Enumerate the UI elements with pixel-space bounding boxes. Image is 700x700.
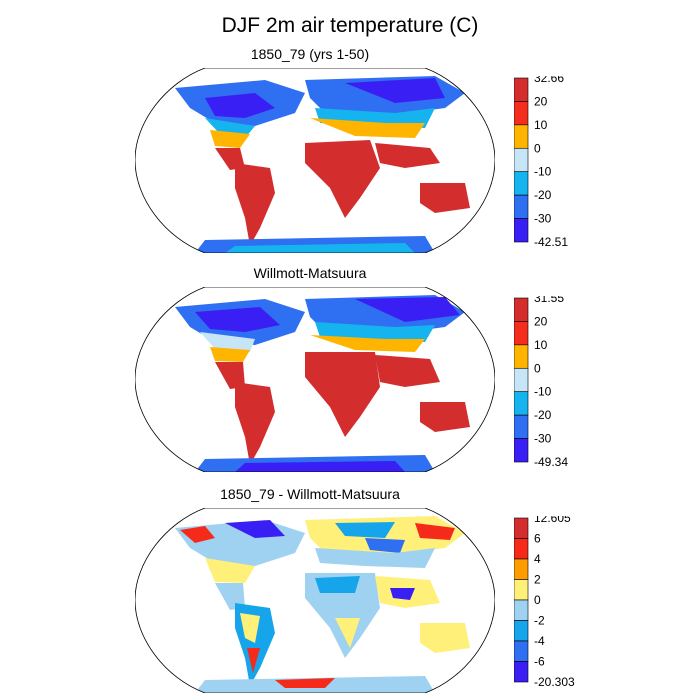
colorbar-swatch — [514, 438, 529, 463]
colorbar-tick-label: 32.66 — [534, 76, 564, 85]
colorbar-swatch — [514, 344, 529, 369]
colorbar-tick-label: 0 — [534, 593, 541, 607]
colorbar-tick-label: 0 — [534, 141, 541, 155]
colorbar-tick-label: -2 — [534, 614, 545, 628]
colorbar-swatch — [514, 297, 529, 322]
colorbar-swatch — [514, 367, 529, 393]
colorbar-tick-label: 6 — [534, 532, 541, 546]
colorbar-tick-label: -20.303 — [534, 675, 575, 689]
colorbar-swatch — [514, 124, 529, 149]
colorbar-tick-label: 10 — [534, 338, 548, 352]
colorbar-swatch — [514, 218, 529, 243]
figure-title: DJF 2m air temperature (C) — [221, 14, 479, 37]
colorbar-tick-label: -10 — [534, 165, 552, 179]
colorbar-swatch — [514, 194, 529, 219]
colorbar-swatch — [514, 77, 529, 102]
map-diff — [135, 508, 495, 693]
colorbar-swatch — [514, 579, 529, 601]
colorbar-swatch — [514, 391, 529, 416]
colorbar-tick-label: 20 — [534, 94, 548, 108]
colorbar-tick-label: -42.51 — [534, 235, 568, 249]
colorbar-swatch — [514, 517, 529, 539]
colorbar-tick-label: 0 — [534, 361, 541, 375]
colorbar-tick-label: 4 — [534, 552, 541, 566]
colorbar-swatch — [514, 147, 529, 173]
colorbar-tick-label: -30 — [534, 432, 552, 446]
colorbar-tick-label: -10 — [534, 385, 552, 399]
colorbar-tick-label: -4 — [534, 634, 545, 648]
colorbar-obs: 31.55 20 10 0 -10 -20 -30 -49.34 — [514, 296, 568, 469]
colorbar-tick-label: 31.55 — [534, 296, 564, 305]
colorbar-swatch — [514, 171, 529, 196]
colorbar-tick-label: -30 — [534, 212, 552, 226]
colorbar-tick-label: 2 — [534, 573, 541, 587]
colorbar-tick-label: 20 — [534, 314, 548, 328]
colorbar-tick-label: -49.34 — [534, 455, 568, 469]
colorbar-tick-label: 10 — [534, 118, 548, 132]
colorbar-swatch — [514, 558, 529, 580]
colorbar-diff: 12.605 6 4 2 0 -2 -4 -6 -20.303 — [514, 516, 575, 689]
colorbar-tick-label: -6 — [534, 655, 545, 669]
colorbar-tick-label: -20 — [534, 408, 552, 422]
map-model — [135, 68, 495, 253]
colorbar-swatch — [514, 321, 529, 346]
colorbar-swatch — [514, 661, 529, 683]
colorbar-swatch — [514, 599, 529, 621]
colorbar-swatch — [514, 620, 529, 642]
panel-title-model: 1850_79 (yrs 1-50) — [250, 46, 370, 62]
panel-title-obs: Willmott-Matsuura — [253, 265, 367, 281]
colorbar-tick-label: 12.605 — [534, 516, 571, 525]
colorbar-swatch — [514, 414, 529, 439]
colorbar-swatch — [514, 101, 529, 126]
colorbar-swatch — [514, 538, 529, 560]
panel-title-diff: 1850_79 - Willmott-Matsuura — [220, 486, 400, 502]
colorbar-tick-label: -20 — [534, 188, 552, 202]
colorbar-swatch — [514, 640, 529, 662]
map-obs — [135, 287, 495, 472]
colorbar-model: 32.66 20 10 0 -10 -20 -30 -42.51 — [514, 76, 568, 249]
